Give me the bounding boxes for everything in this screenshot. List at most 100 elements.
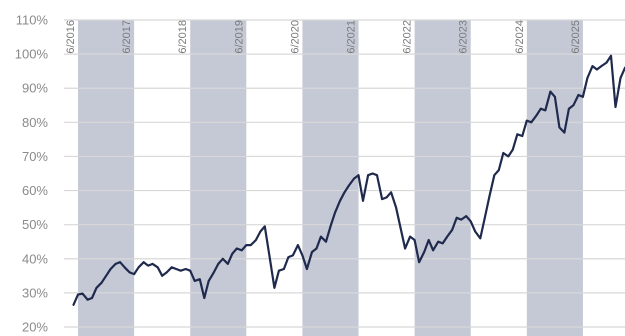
data-point xyxy=(156,266,159,269)
data-point xyxy=(521,135,524,137)
data-point xyxy=(511,148,514,151)
data-point xyxy=(530,121,533,124)
shaded-band-3 xyxy=(414,20,471,336)
data-point xyxy=(535,114,538,117)
data-point xyxy=(362,199,364,202)
data-point xyxy=(432,249,434,252)
data-point xyxy=(119,261,121,264)
data-point xyxy=(610,54,612,57)
data-point xyxy=(283,268,285,270)
shaded-band-2 xyxy=(302,20,359,336)
data-point xyxy=(455,216,458,219)
data-point xyxy=(469,220,472,223)
data-point xyxy=(301,254,304,257)
x-tick-label: 6/2016 xyxy=(65,20,77,54)
data-point xyxy=(128,271,131,274)
data-point xyxy=(306,268,308,270)
data-point xyxy=(77,293,79,296)
data-point xyxy=(189,269,192,272)
data-point xyxy=(292,254,294,257)
data-point xyxy=(249,244,252,247)
data-point xyxy=(147,264,150,267)
data-point xyxy=(137,266,140,269)
data-point xyxy=(549,90,552,93)
data-point xyxy=(287,256,290,258)
data-point xyxy=(446,235,449,238)
data-point xyxy=(586,77,589,79)
data-point xyxy=(273,286,276,289)
data-point xyxy=(198,278,201,281)
data-point xyxy=(269,257,271,260)
data-point xyxy=(493,174,496,177)
data-point xyxy=(100,281,103,284)
data-point xyxy=(502,152,505,154)
data-point xyxy=(390,191,392,194)
data-point xyxy=(614,106,617,108)
data-point xyxy=(86,298,89,301)
y-tick-label: 40% xyxy=(22,251,48,266)
data-point xyxy=(460,218,463,221)
data-point xyxy=(441,242,444,245)
data-point xyxy=(568,107,570,110)
data-point xyxy=(423,251,426,253)
data-point xyxy=(81,292,84,295)
data-point xyxy=(329,225,332,228)
y-tick-label: 110% xyxy=(16,13,49,28)
y-axis: 20% 30% 40% 50% 60% 70% 80% 90% 100% 110% xyxy=(15,13,49,335)
data-point xyxy=(72,303,75,306)
data-point xyxy=(325,240,327,243)
data-point xyxy=(259,230,262,233)
data-point xyxy=(226,263,229,265)
data-point xyxy=(404,247,406,250)
data-point xyxy=(315,247,318,250)
x-tick-label: 6/2019 xyxy=(233,20,245,54)
data-point xyxy=(554,95,556,98)
shaded-band-1 xyxy=(190,20,247,336)
y-tick-label: 60% xyxy=(22,183,48,198)
data-point xyxy=(399,227,402,230)
data-point xyxy=(339,199,341,202)
data-point xyxy=(343,191,346,194)
data-point xyxy=(91,297,93,299)
data-point xyxy=(483,216,486,219)
y-tick-label: 70% xyxy=(22,149,48,164)
x-tick-label: 6/2018 xyxy=(177,20,189,54)
data-point xyxy=(516,133,519,136)
data-point xyxy=(600,65,603,67)
data-point xyxy=(114,263,117,265)
data-point xyxy=(497,169,500,172)
data-point xyxy=(161,274,164,277)
y-tick-label: 90% xyxy=(22,81,48,96)
data-point xyxy=(353,177,355,180)
x-axis: 6/2016 6/2017 6/2018 6/2019 6/2020 6/2021 6/20… xyxy=(65,20,582,54)
data-point xyxy=(203,297,206,299)
data-point xyxy=(437,240,440,243)
data-point xyxy=(381,198,383,201)
data-point xyxy=(563,131,566,134)
data-point xyxy=(133,273,136,275)
data-point xyxy=(334,211,336,214)
data-point xyxy=(413,239,416,241)
data-point xyxy=(385,196,388,199)
y-tick-label: 20% xyxy=(22,320,48,335)
shaded-bands xyxy=(78,20,583,336)
data-point xyxy=(221,257,224,260)
data-point xyxy=(95,286,98,289)
data-point xyxy=(297,244,299,247)
data-point xyxy=(605,61,608,64)
data-point xyxy=(474,230,477,233)
data-point xyxy=(539,107,542,110)
y-tick-label: 50% xyxy=(22,217,48,232)
data-point xyxy=(418,261,420,264)
data-point xyxy=(184,268,187,270)
data-point xyxy=(109,268,112,270)
x-tick-label: 6/2025 xyxy=(570,20,582,54)
data-point xyxy=(217,263,220,265)
data-point xyxy=(591,65,594,67)
data-point xyxy=(357,174,360,177)
data-point xyxy=(544,109,547,112)
data-point xyxy=(245,244,248,247)
data-point xyxy=(207,280,210,282)
